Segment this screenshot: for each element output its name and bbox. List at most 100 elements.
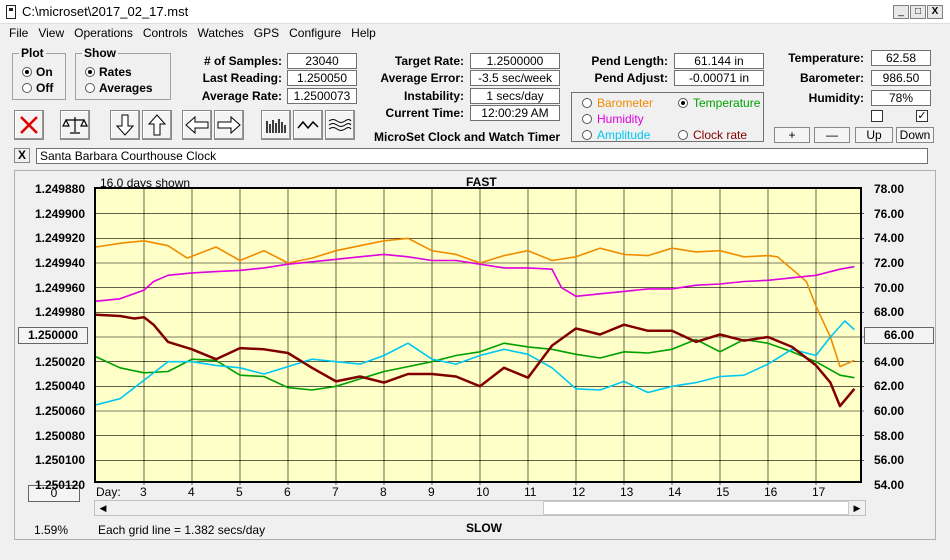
param-label: Amplitude — [597, 128, 651, 142]
zero-button[interactable]: 0 — [28, 485, 80, 502]
radio-icon — [22, 67, 32, 77]
scroll-thumb[interactable] — [543, 501, 849, 515]
temperature-label: Temperature: — [788, 51, 864, 65]
radio-icon — [582, 130, 592, 140]
scroll-right-icon[interactable]: ▶ — [853, 503, 861, 513]
minimize-button[interactable]: _ — [893, 5, 909, 19]
left-axis-tick: 1.249920 — [34, 231, 85, 246]
env-checkbox-2[interactable]: ✓ — [916, 110, 928, 122]
bar-view-button[interactable] — [261, 110, 291, 140]
barometer-label: Barometer: — [799, 71, 864, 85]
right-axis-center-button[interactable]: 66.00 — [864, 327, 934, 344]
scroll-down-button[interactable]: Down — [896, 127, 934, 143]
window-title: C:\microset\2017_02_17.mst — [22, 4, 189, 19]
slow-label: SLOW — [466, 521, 502, 535]
samples-label: # of Samples: — [203, 54, 282, 68]
x-axis-tick: 7 — [332, 485, 339, 499]
plot-off-radio[interactable]: Off — [22, 81, 53, 95]
scroll-up-button[interactable]: Up — [855, 127, 893, 143]
param-barometer[interactable]: Barometer — [582, 96, 653, 110]
left-axis-tick: 1.250080 — [34, 428, 85, 443]
left-axis-center-button[interactable]: 1.250000 — [18, 327, 88, 344]
zoom-out-button[interactable]: — — [814, 127, 850, 143]
maximize-button[interactable]: □ — [910, 5, 926, 19]
left-axis-tick: 1.250020 — [34, 354, 85, 369]
radio-icon — [85, 67, 95, 77]
radio-icon — [582, 98, 592, 108]
horizontal-scrollbar[interactable]: ◀ ▶ — [94, 500, 866, 516]
stop-button[interactable] — [14, 110, 44, 140]
x-axis-tick: 11 — [524, 485, 537, 499]
arrow-down-button[interactable] — [110, 110, 140, 140]
parameter-panel: Barometer Temperature Humidity Amplitude… — [571, 92, 764, 142]
barometer-value: 986.50 — [871, 70, 931, 86]
show-averages-radio[interactable]: Averages — [85, 81, 153, 95]
balance-scale-icon — [62, 117, 88, 134]
right-axis-tick: 62.00 — [874, 379, 905, 394]
right-axis-tick: 74.00 — [874, 231, 905, 246]
plot-on-radio[interactable]: On — [22, 65, 53, 79]
days-shown-label: 16.0 days shown — [100, 176, 191, 190]
left-axis-tick: 1.249980 — [34, 305, 85, 320]
radio-icon — [678, 130, 688, 140]
close-button[interactable]: X — [927, 5, 943, 19]
current-time-label: Current Time: — [385, 106, 464, 120]
pend-length-value: 61.144 in — [674, 53, 764, 69]
arrow-up-button[interactable] — [142, 110, 172, 140]
clock-name-field[interactable]: Santa Barbara Courthouse Clock — [36, 148, 928, 164]
menu-help[interactable]: Help — [351, 26, 376, 40]
samples-value: 23040 — [287, 53, 357, 69]
series-line-clock-rate — [96, 313, 856, 408]
show-group-title: Show — [84, 46, 116, 60]
arrow-right-button[interactable] — [214, 110, 244, 140]
balance-button[interactable] — [60, 110, 90, 140]
param-temperature[interactable]: Temperature — [678, 96, 760, 110]
show-rates-radio[interactable]: Rates — [85, 65, 132, 79]
menu-configure[interactable]: Configure — [289, 26, 342, 40]
right-axis-tick: 68.00 — [874, 305, 905, 320]
pend-adjust-value: -0.00071 in — [674, 70, 764, 86]
humidity-value: 78% — [871, 90, 931, 106]
menu-view[interactable]: View — [38, 26, 65, 40]
fast-label: FAST — [466, 175, 497, 189]
right-axis-tick: 56.00 — [874, 453, 905, 468]
target-rate-label: Target Rate: — [394, 54, 464, 68]
x-axis-tick: 3 — [140, 485, 147, 499]
x-axis-tick: 12 — [572, 485, 586, 499]
right-axis-tick: 64.00 — [874, 354, 905, 369]
arrow-up-icon — [147, 114, 167, 136]
grid-note: Each grid line = 1.382 secs/day — [98, 523, 266, 537]
title-bar: C:\microset\2017_02_17.mst _ □ X — [0, 0, 950, 24]
series-line-humidity — [96, 253, 855, 302]
env-checkbox-1[interactable] — [871, 110, 883, 122]
param-amplitude[interactable]: Amplitude — [582, 128, 650, 142]
param-label: Barometer — [597, 96, 654, 110]
zoom-in-button[interactable]: + — [774, 127, 810, 143]
radio-icon — [678, 98, 688, 108]
menu-watches[interactable]: Watches — [197, 26, 244, 40]
menu-operations[interactable]: Operations — [74, 26, 133, 40]
menu-gps[interactable]: GPS — [253, 26, 280, 40]
app-icon — [6, 5, 16, 19]
menu-controls[interactable]: Controls — [142, 26, 188, 40]
series-line-temperature — [96, 338, 855, 391]
clear-clock-button[interactable]: X — [14, 148, 30, 163]
param-clock-rate[interactable]: Clock rate — [678, 128, 747, 142]
param-humidity[interactable]: Humidity — [582, 112, 644, 126]
right-axis-tick: 58.00 — [874, 428, 905, 443]
x-axis-tick: 5 — [236, 485, 243, 499]
scroll-left-icon[interactable]: ◀ — [99, 503, 107, 513]
bar-chart-icon — [266, 119, 286, 133]
menu-file[interactable]: File — [9, 26, 29, 40]
left-axis-tick: 1.249960 — [34, 280, 85, 295]
temperature-value: 62.58 — [871, 50, 931, 66]
line-view-button[interactable] — [293, 110, 323, 140]
show-group: Show — [75, 46, 171, 100]
arrow-left-button[interactable] — [182, 110, 212, 140]
plot-area — [94, 187, 864, 485]
arrow-down-icon — [115, 114, 135, 136]
day-axis-label: Day: — [96, 485, 121, 499]
radio-icon — [582, 114, 592, 124]
multi-line-view-button[interactable] — [325, 110, 355, 140]
percent-label: 1.59% — [34, 523, 69, 537]
